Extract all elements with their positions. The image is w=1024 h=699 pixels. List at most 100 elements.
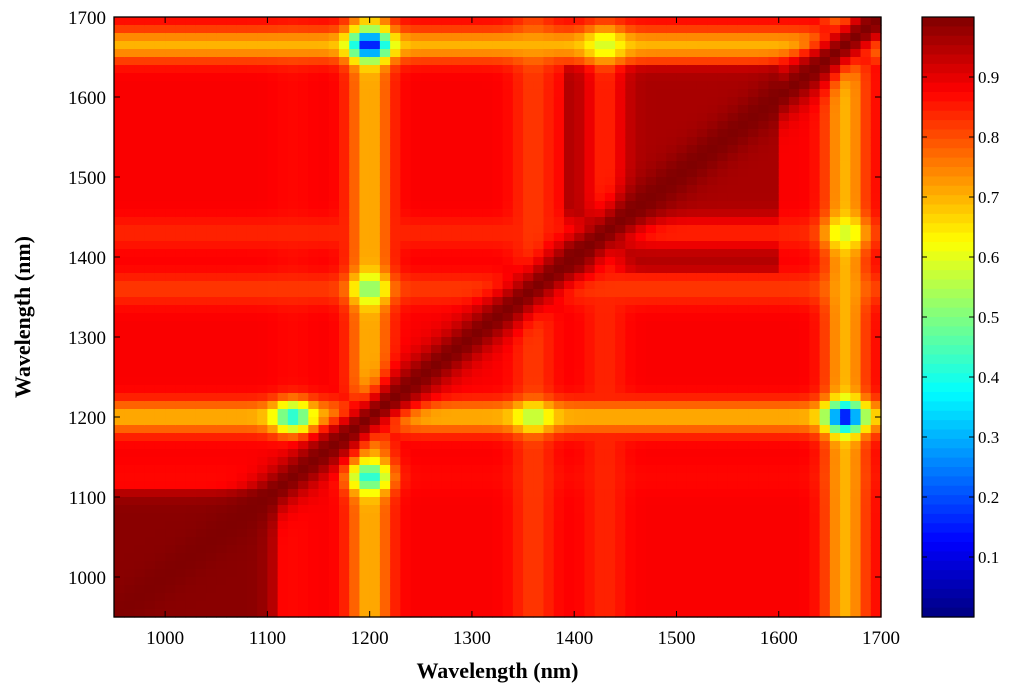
heatmap-cell xyxy=(686,105,698,114)
heatmap-cell xyxy=(308,377,320,386)
heatmap-cell xyxy=(195,97,207,106)
heatmap-cell xyxy=(471,121,483,130)
heatmap-cell xyxy=(512,73,524,82)
heatmap-cell xyxy=(216,593,228,602)
heatmap-cell xyxy=(134,417,146,426)
heatmap-cell xyxy=(236,145,248,154)
heatmap-cell xyxy=(461,193,473,202)
heatmap-cell xyxy=(768,169,780,178)
heatmap-cell xyxy=(236,521,248,530)
heatmap-cell xyxy=(410,529,422,538)
heatmap-cell xyxy=(482,241,493,250)
heatmap-cell xyxy=(502,497,514,506)
heatmap-cell xyxy=(246,81,258,90)
heatmap-cell xyxy=(482,593,493,602)
heatmap-cell xyxy=(349,513,361,522)
heatmap-cell xyxy=(625,81,637,90)
heatmap-cell xyxy=(707,465,718,474)
heatmap-cell xyxy=(461,57,473,66)
heatmap-cell xyxy=(236,81,248,90)
heatmap-cell xyxy=(471,313,483,322)
heatmap-cell xyxy=(441,241,453,250)
heatmap-cell xyxy=(696,457,708,466)
heatmap-cell xyxy=(717,233,729,242)
heatmap-cell xyxy=(625,305,637,314)
heatmap-cell xyxy=(298,313,309,322)
heatmap-cell xyxy=(154,281,166,290)
heatmap-cell xyxy=(778,49,790,58)
heatmap-cell xyxy=(287,265,299,274)
heatmap-cell xyxy=(318,161,330,170)
heatmap-cell xyxy=(574,193,586,202)
heatmap-cell xyxy=(318,313,330,322)
heatmap-cell xyxy=(625,233,637,242)
heatmap-cell xyxy=(635,249,647,258)
heatmap-cell xyxy=(737,481,749,490)
heatmap-cell xyxy=(502,65,514,74)
heatmap-cell xyxy=(645,545,657,554)
heatmap-cell xyxy=(523,489,534,498)
heatmap-cell xyxy=(420,281,432,290)
heatmap-cell xyxy=(717,409,729,418)
heatmap-cell xyxy=(686,545,698,554)
heatmap-cell xyxy=(625,65,637,74)
heatmap-cell xyxy=(349,465,361,474)
heatmap-cell xyxy=(410,233,422,242)
heatmap-cell xyxy=(298,89,309,98)
heatmap-cell xyxy=(431,161,442,170)
heatmap-cell xyxy=(144,49,156,58)
heatmap-cell xyxy=(553,401,565,410)
heatmap-cell xyxy=(594,121,606,130)
heatmap-cell xyxy=(574,561,586,570)
heatmap-cell xyxy=(645,521,657,530)
heatmap-cell xyxy=(144,497,156,506)
heatmap-cell xyxy=(410,585,422,594)
heatmap-cell xyxy=(267,337,279,346)
heatmap-cell xyxy=(512,481,524,490)
heatmap-cell xyxy=(707,369,718,378)
heatmap-cell xyxy=(788,161,800,170)
heatmap-cell xyxy=(502,561,514,570)
heatmap-cell xyxy=(114,473,125,482)
heatmap-cell xyxy=(277,321,289,330)
heatmap-cell xyxy=(512,153,524,162)
heatmap-cell xyxy=(604,17,616,26)
heatmap-cell xyxy=(420,41,432,50)
heatmap-cell xyxy=(246,145,258,154)
heatmap-cell xyxy=(369,201,381,210)
heatmap-cell xyxy=(267,233,279,242)
heatmap-cell xyxy=(717,145,729,154)
heatmap-cell xyxy=(379,169,391,178)
heatmap-cell xyxy=(615,81,626,90)
heatmap-cell xyxy=(523,105,534,114)
heatmap-cell xyxy=(328,465,340,474)
heatmap-cell xyxy=(594,33,606,42)
heatmap-cell xyxy=(175,41,187,50)
heatmap-cell xyxy=(563,513,575,522)
heatmap-cell xyxy=(195,81,207,90)
heatmap-cell xyxy=(134,161,146,170)
heatmap-cell xyxy=(737,489,749,498)
heatmap-cell xyxy=(134,153,146,162)
heatmap-cell xyxy=(604,193,616,202)
heatmap-cell xyxy=(604,593,616,602)
heatmap-cell xyxy=(257,185,268,194)
heatmap-cell xyxy=(461,289,473,298)
heatmap-cell xyxy=(175,457,187,466)
heatmap-cell xyxy=(594,385,606,394)
heatmap-cell xyxy=(451,249,463,258)
heatmap-cell xyxy=(615,561,626,570)
heatmap-cell xyxy=(584,401,596,410)
heatmap-cell xyxy=(563,65,575,74)
heatmap-cell xyxy=(451,377,463,386)
heatmap-cell xyxy=(533,185,545,194)
heatmap-cell xyxy=(574,57,586,66)
heatmap-cell xyxy=(441,297,453,306)
heatmap-cell xyxy=(349,569,361,578)
heatmap-cell xyxy=(134,473,146,482)
heatmap-cell xyxy=(471,113,483,122)
heatmap-cell xyxy=(318,17,330,26)
heatmap-cell xyxy=(144,489,156,498)
heatmap-cell xyxy=(727,401,739,410)
heatmap-cell xyxy=(246,433,258,442)
